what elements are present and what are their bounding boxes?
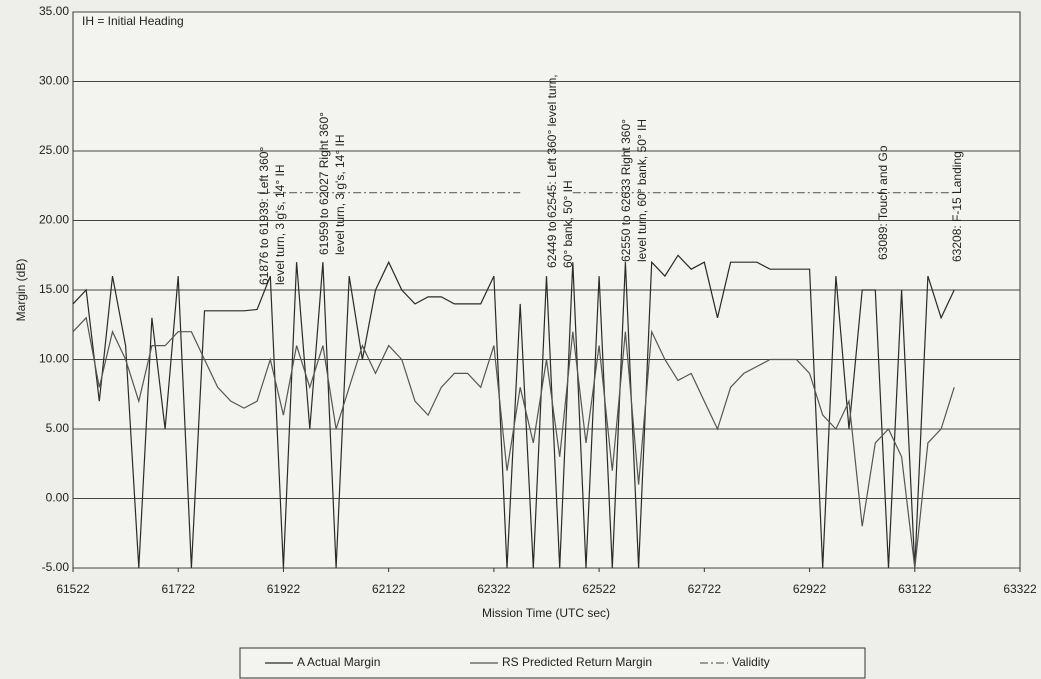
series-line [72,316,955,569]
y-tick-label: -5.00 [42,560,70,574]
legend-label: Validity [732,655,770,669]
y-tick-label: 35.00 [39,4,69,18]
series-line [72,254,955,569]
y-tick-label: 30.00 [39,74,69,88]
annotation: 62449 to 62545: Left 360° level turn, [545,74,559,268]
legend-label: RS Predicted Return Margin [502,655,652,669]
note: IH = Initial Heading [82,14,184,28]
y-tick-label: 0.00 [46,491,70,505]
annotation: 61876 to 61939: Left 360° [257,147,271,285]
x-tick-label: 63122 [898,582,932,596]
x-tick-label: 62722 [688,582,722,596]
annotation: 63208: F-15 Landing [950,151,964,262]
x-tick-label: 61722 [162,582,196,596]
y-tick-label: 25.00 [39,143,69,157]
annotation: level turn, 3 g's, 14° IH [333,135,347,255]
annotation: 62550 to 62633 Right 360° [619,119,633,262]
legend-label: A Actual Margin [297,655,380,669]
y-tick-label: 15.00 [39,282,69,296]
x-tick-label: 61522 [56,582,90,596]
y-tick-label: 20.00 [39,213,69,227]
y-axis-title: Margin (dB) [14,259,28,322]
annotation: level turn, 60° bank, 50° IH [635,119,649,262]
x-tick-label: 62922 [793,582,827,596]
x-axis-title: Mission Time (UTC sec) [482,606,610,620]
x-tick-label: 63322 [1003,582,1037,596]
annotation: 61959 to 62027 Right 360° [317,112,331,255]
x-tick-label: 62322 [477,582,511,596]
y-tick-label: 10.00 [39,352,69,366]
y-tick-label: 5.00 [46,421,70,435]
annotation: 63089: Touch and Go [876,145,890,260]
x-tick-label: 62122 [372,582,406,596]
x-tick-label: 62522 [582,582,616,596]
x-tick-label: 61922 [267,582,301,596]
annotation: level turn, 3 g's, 14° IH [273,165,287,285]
annotation: 60° bank, 50° IH [561,180,575,268]
legend [239,647,866,679]
